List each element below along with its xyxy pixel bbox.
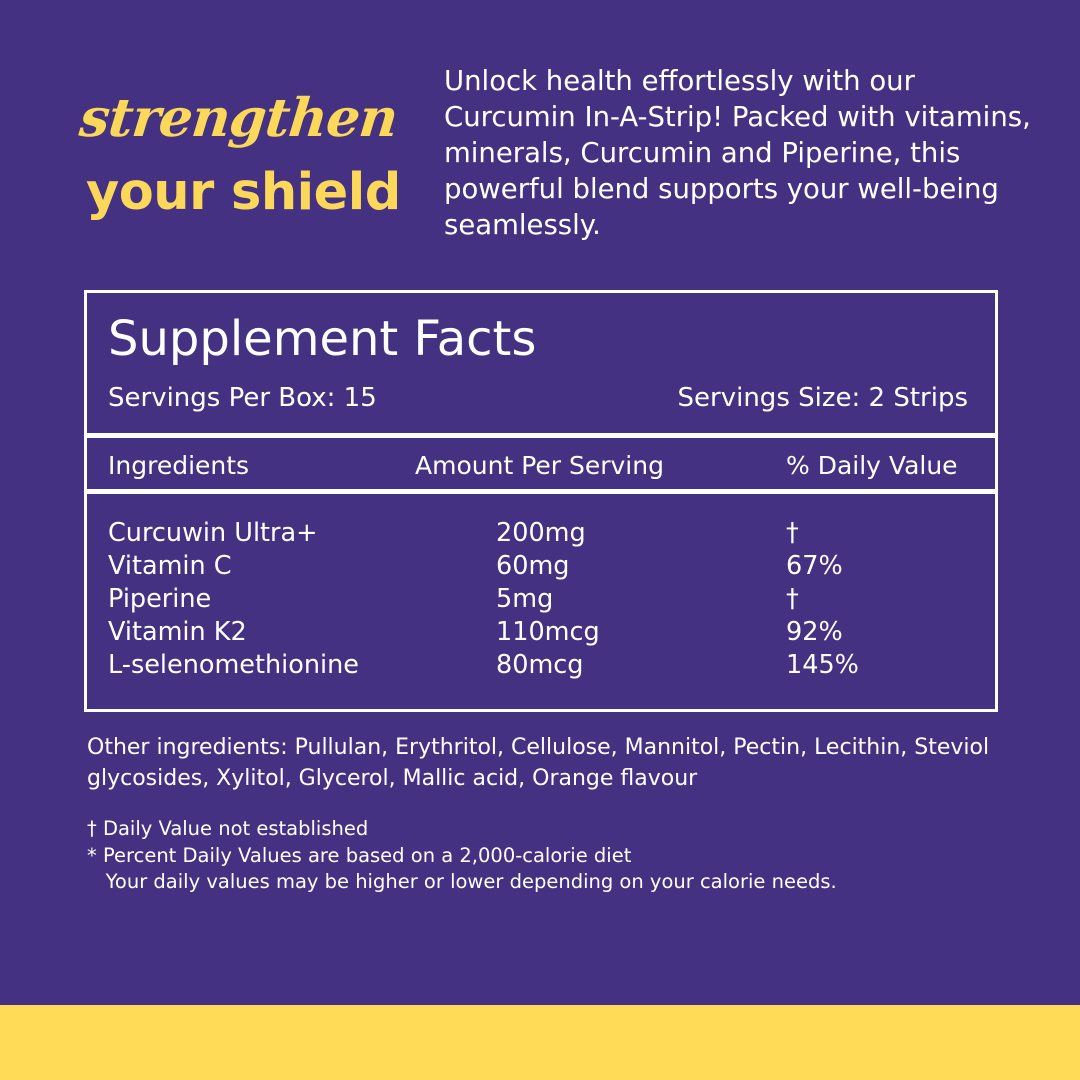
- ingredient-daily-value: 92%: [786, 617, 843, 647]
- ingredient-amount: 80mcg: [496, 650, 584, 680]
- servings-per-box: Servings Per Box: 15: [108, 383, 377, 413]
- facts-rows: Curcuwin Ultra+ 200mg † Vitamin C 60mg 6…: [87, 517, 995, 682]
- supplement-facts-panel: Supplement Facts Servings Per Box: 15 Se…: [84, 290, 998, 712]
- footnote-dagger: † Daily Value not established: [87, 817, 369, 840]
- column-header-daily-value: % Daily Value: [786, 451, 958, 480]
- ingredient-name: Vitamin C: [108, 551, 232, 581]
- bottom-color-band: [0, 1005, 1080, 1080]
- serving-size: Servings Size: 2 Strips: [677, 383, 968, 413]
- footnote-percent-daily: * Percent Daily Values are based on a 2,…: [87, 843, 632, 867]
- footnotes: † Daily Value not established * Percent …: [87, 816, 1007, 896]
- intro-paragraph: Unlock health effortlessly with our Curc…: [444, 65, 1031, 241]
- headline-bold-text: your shield: [86, 163, 401, 222]
- table-row: Curcuwin Ultra+ 200mg †: [87, 517, 995, 550]
- divider-bottom: [87, 489, 995, 494]
- column-header-amount: Amount Per Serving: [415, 451, 664, 480]
- ingredient-name: Vitamin K2: [108, 617, 247, 647]
- ingredient-amount: 110mcg: [496, 617, 600, 647]
- ingredient-daily-value: †: [786, 584, 799, 614]
- ingredient-amount: 200mg: [496, 518, 586, 548]
- table-row: Vitamin K2 110mcg 92%: [87, 616, 995, 649]
- facts-title: Supplement Facts: [108, 311, 537, 367]
- ingredient-name: Piperine: [108, 584, 212, 614]
- ingredient-name: Curcuwin Ultra+: [108, 518, 318, 548]
- ingredient-name: L-selenomethionine: [108, 650, 359, 680]
- ingredient-daily-value: †: [786, 518, 799, 548]
- footnote-calorie-needs: Your daily values may be higher or lower…: [87, 870, 837, 893]
- table-row: Vitamin C 60mg 67%: [87, 550, 995, 583]
- table-row: Piperine 5mg †: [87, 583, 995, 616]
- headline-script-text: strengthen: [76, 87, 401, 149]
- other-ingredients: Other ingredients: Pullulan, Erythritol,…: [87, 735, 990, 791]
- ingredient-daily-value: 67%: [786, 551, 843, 581]
- divider-top: [87, 433, 995, 438]
- ingredient-amount: 5mg: [496, 584, 554, 614]
- table-row: L-selenomethionine 80mcg 145%: [87, 649, 995, 682]
- ingredient-amount: 60mg: [496, 551, 570, 581]
- ingredient-daily-value: 145%: [786, 650, 859, 680]
- column-header-ingredients: Ingredients: [108, 451, 250, 480]
